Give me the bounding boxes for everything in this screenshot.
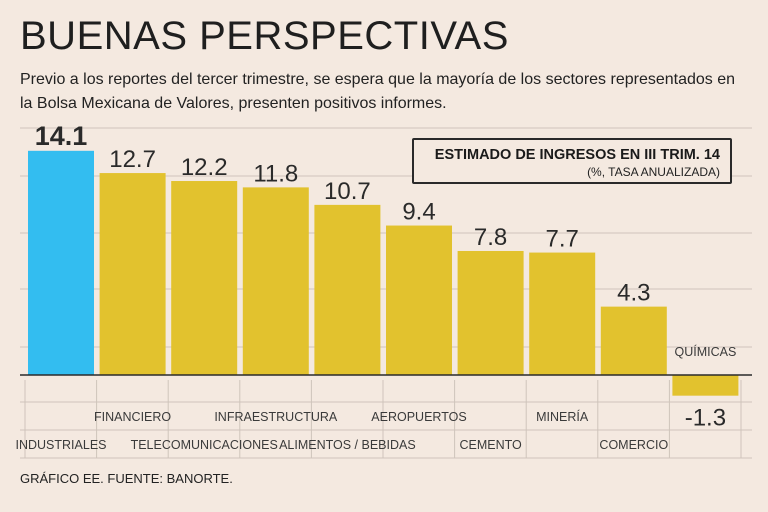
category-label: COMERCIO [599, 438, 668, 452]
category-label: INDUSTRIALES [16, 438, 107, 452]
category-label: QUÍMICAS [674, 344, 736, 359]
chart-title: BUENAS PERSPECTIVAS [20, 14, 509, 58]
category-label: INFRAESTRUCTURA [214, 410, 338, 424]
bar-value-label: 12.2 [181, 154, 228, 181]
bar [672, 375, 739, 396]
category-label: MINERÍA [536, 409, 589, 424]
category-label: FINANCIERO [94, 410, 171, 424]
bar-value-label: 9.4 [402, 199, 435, 226]
bar [457, 250, 524, 375]
bar [242, 187, 309, 375]
bar [99, 173, 166, 375]
category-label: ALIMENTOS / BEBIDAS [279, 438, 416, 452]
bar-value-label: 4.3 [617, 280, 650, 307]
category-label: AEROPUERTOS [371, 410, 466, 424]
bar [600, 306, 667, 375]
bar [28, 150, 94, 375]
bar-value-label: 14.1 [35, 121, 88, 151]
bar-value-label: 11.8 [253, 160, 298, 187]
category-label: TELECOMUNICACIONES [131, 438, 278, 452]
legend-box: ESTIMADO DE INGRESOS EN III TRIM. 14 (%,… [412, 138, 732, 184]
bar [529, 252, 596, 375]
legend-subtitle: (%, TASA ANUALIZADA) [587, 165, 720, 179]
bar-value-label: 7.7 [546, 226, 579, 253]
bar-value-label: 7.8 [474, 224, 507, 251]
value-labels: 14.1 12.7 12.2 11.8 10.7 9.4 7.8 7.7 4.3 -1.3 [35, 121, 726, 432]
bar-value-label: 12.7 [109, 146, 156, 173]
bars [28, 150, 739, 396]
bar-value-label: 10.7 [324, 178, 371, 205]
bar [171, 181, 238, 375]
bar [386, 225, 452, 375]
category-labels: INDUSTRIALES FINANCIERO TELECOMUNICACIONES… [16, 344, 737, 452]
chart-subtitle: Previo a los reportes del tercer trimest… [20, 71, 736, 112]
bar-value-label: -1.3 [685, 405, 726, 432]
bar [314, 204, 381, 375]
source-note: GRÁFICO EE. FUENTE: BANORTE. [20, 471, 233, 486]
legend-title: ESTIMADO DE INGRESOS EN III TRIM. 14 [434, 147, 720, 163]
category-label: CEMENTO [459, 438, 522, 452]
